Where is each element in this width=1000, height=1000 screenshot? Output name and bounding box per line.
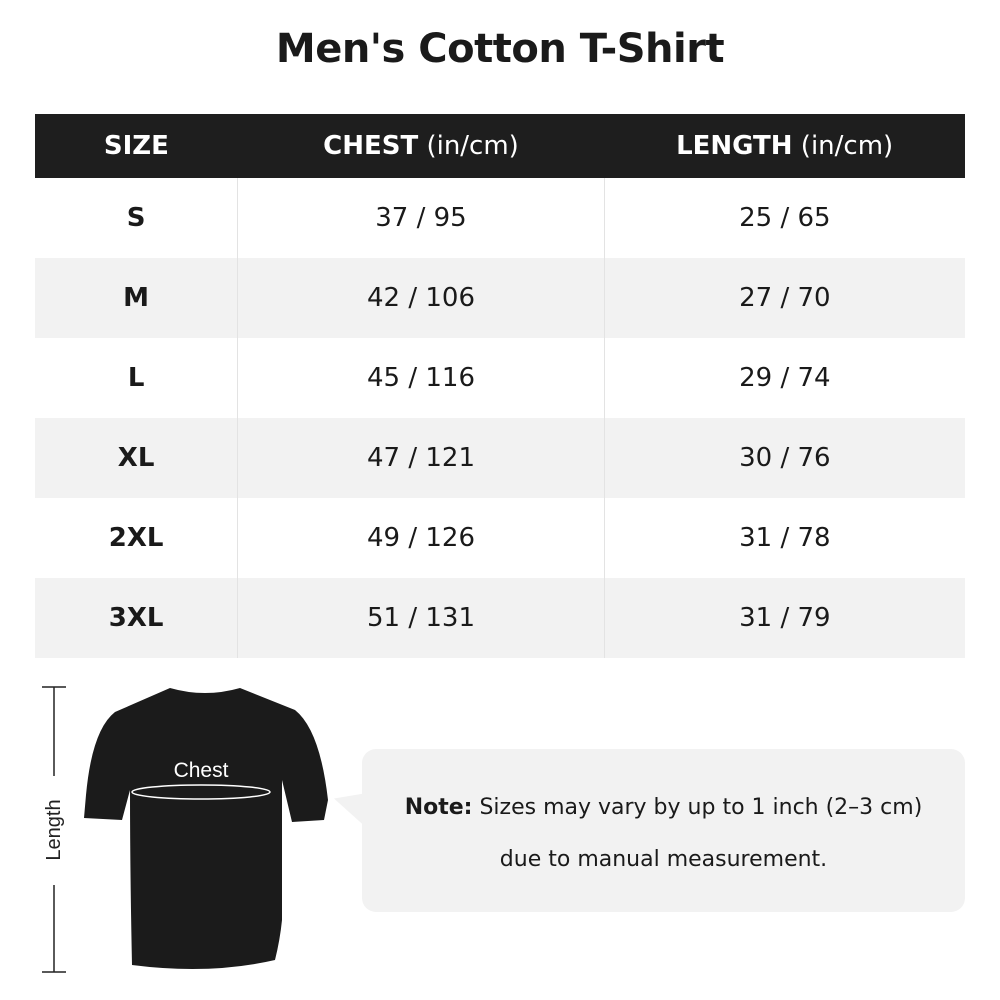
note-bubble: Note: Sizes may vary by up to 1 inch (2–…: [362, 749, 965, 912]
header-label: LENGTH: [676, 131, 793, 161]
length-cell: 31 / 79: [603, 578, 965, 658]
size-cell: 3XL: [35, 578, 238, 658]
header-label: CHEST: [323, 131, 419, 161]
size-cell: L: [127, 363, 145, 393]
chest-cell: 51 / 131: [237, 578, 605, 658]
header-unit: (in/cm): [792, 131, 894, 161]
header-length: LENGTH (in/cm): [604, 114, 965, 178]
note-line-2: due to manual measurement.: [499, 847, 828, 872]
table-row: 2XL 49 / 126 31 / 78: [35, 498, 965, 578]
chest-cell: 49 / 126: [237, 498, 605, 578]
length-cell: 29 / 74: [603, 338, 965, 418]
size-cell: 2XL: [108, 523, 164, 553]
tshirt-diagram: Length Chest: [42, 686, 328, 973]
note-text: Sizes may vary by up to 1 inch (2–3 cm): [472, 795, 923, 820]
chest-cell: 37 / 95: [237, 178, 605, 258]
size-chart-table: SIZE CHEST (in/cm) LENGTH (in/cm) S 37 / …: [35, 114, 965, 658]
length-cell: 27 / 70: [603, 258, 965, 338]
header-unit: (in/cm): [418, 131, 519, 161]
note-label: Note:: [404, 795, 473, 820]
chest-measure-ring: [131, 784, 271, 800]
table-row: XL 47 / 121 30 / 76: [35, 418, 965, 498]
length-cell: 30 / 76: [603, 418, 965, 498]
table-header-row: SIZE CHEST (in/cm) LENGTH (in/cm): [35, 114, 965, 178]
header-label: SIZE: [103, 131, 169, 161]
length-measure-line: [42, 686, 66, 973]
header-chest: CHEST (in/cm): [237, 114, 605, 178]
table-row: S 37 / 95 25 / 65: [35, 178, 965, 258]
size-cell: XL: [35, 418, 238, 498]
size-cell: S: [126, 203, 146, 233]
page-title: Men's Cotton T-Shirt: [275, 26, 725, 72]
length-cell: 31 / 78: [603, 498, 965, 578]
table-row: M 42 / 106 27 / 70: [35, 258, 965, 338]
length-cell: 25 / 65: [603, 178, 965, 258]
table-row: L 45 / 116 29 / 74: [35, 338, 965, 418]
table-row: 3XL 51 / 131 31 / 79: [35, 578, 965, 658]
length-label: Length: [43, 799, 65, 860]
note-line-1: Note: Sizes may vary by up to 1 inch (2–…: [362, 795, 965, 820]
header-size: SIZE: [35, 114, 238, 178]
chest-cell: 45 / 116: [237, 338, 605, 418]
size-cell: M: [35, 258, 238, 338]
chest-cell: 47 / 121: [237, 418, 605, 498]
chest-label: Chest: [174, 759, 229, 782]
tshirt-icon: [84, 688, 328, 969]
chest-cell: 42 / 106: [237, 258, 605, 338]
